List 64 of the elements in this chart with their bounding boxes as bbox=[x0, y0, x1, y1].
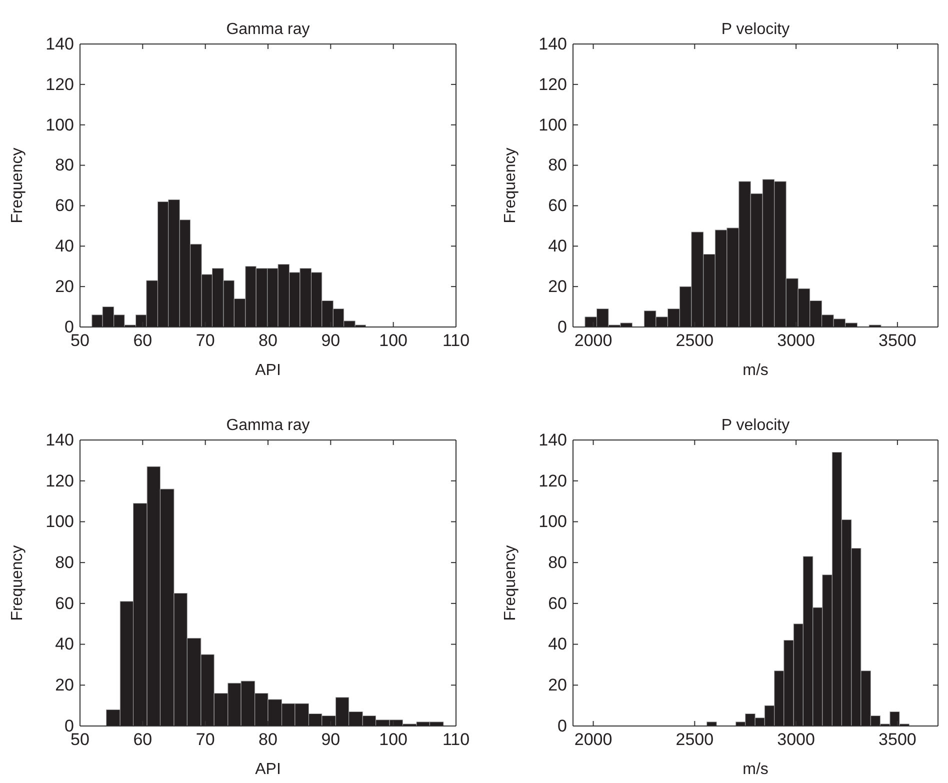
x-axis-title: API bbox=[255, 362, 281, 379]
y-tick-label: 120 bbox=[538, 74, 567, 94]
x-tick-label: 80 bbox=[258, 730, 278, 750]
x-tick-label: 3500 bbox=[878, 730, 916, 750]
x-tick-label: 60 bbox=[133, 730, 152, 750]
x-axis-title: API bbox=[255, 761, 281, 778]
x-tick-label: 2000 bbox=[574, 331, 612, 350]
y-tick-label: 100 bbox=[538, 512, 567, 532]
y-tick-label: 100 bbox=[46, 512, 74, 532]
x-tick-label: 2500 bbox=[676, 331, 714, 350]
x-axis-title: m/s bbox=[742, 761, 768, 778]
y-tick-label: 40 bbox=[55, 236, 74, 256]
y-axis-title: Frequency bbox=[502, 545, 519, 621]
x-tick-label: 100 bbox=[379, 730, 408, 750]
y-tick-label: 120 bbox=[538, 471, 567, 490]
x-tick-label: 2500 bbox=[676, 730, 714, 750]
y-tick-label: 40 bbox=[55, 634, 74, 654]
x-tick-label: 2000 bbox=[574, 730, 612, 750]
x-tick-label: 3000 bbox=[777, 331, 815, 350]
y-tick-label: 60 bbox=[548, 594, 567, 613]
x-tick-label: 60 bbox=[133, 331, 152, 350]
y-tick-label: 20 bbox=[55, 277, 74, 296]
y-tick-label: 80 bbox=[55, 553, 74, 572]
y-tick-label: 140 bbox=[538, 34, 567, 54]
y-tick-label: 140 bbox=[46, 34, 74, 54]
chart-title: P velocity bbox=[721, 417, 790, 434]
chart-title: P velocity bbox=[721, 21, 790, 38]
x-tick-label: 90 bbox=[321, 331, 340, 350]
y-tick-label: 60 bbox=[548, 196, 567, 216]
x-tick-label: 90 bbox=[321, 730, 340, 750]
x-tick-label: 110 bbox=[442, 730, 470, 750]
y-tick-label: 40 bbox=[548, 236, 567, 256]
y-tick-label: 60 bbox=[55, 196, 74, 216]
x-tick-label: 100 bbox=[379, 331, 408, 350]
y-tick-label: 80 bbox=[548, 553, 567, 572]
y-axis-title: Frequency bbox=[9, 545, 26, 621]
x-tick-label: 110 bbox=[442, 331, 470, 350]
y-tick-label: 20 bbox=[55, 676, 74, 695]
chart-title: Gamma ray bbox=[226, 21, 310, 38]
x-axis-title: m/s bbox=[742, 362, 768, 379]
y-tick-label: 20 bbox=[548, 676, 567, 695]
y-tick-label: 40 bbox=[548, 634, 567, 654]
y-axis-title: Frequency bbox=[9, 148, 26, 224]
y-tick-label: 0 bbox=[558, 317, 567, 336]
chart-title: Gamma ray bbox=[226, 417, 310, 434]
x-tick-label: 3000 bbox=[777, 730, 815, 750]
y-tick-label: 120 bbox=[46, 471, 74, 490]
y-tick-label: 140 bbox=[538, 430, 567, 450]
y-tick-label: 120 bbox=[46, 74, 74, 94]
y-tick-label: 100 bbox=[46, 115, 74, 134]
y-tick-label: 20 bbox=[548, 277, 567, 296]
y-tick-label: 80 bbox=[548, 156, 567, 175]
y-tick-label: 140 bbox=[46, 430, 74, 450]
y-tick-label: 80 bbox=[55, 156, 74, 175]
x-tick-label: 50 bbox=[70, 331, 90, 350]
y-tick-label: 0 bbox=[558, 716, 567, 736]
y-axis-title: Frequency bbox=[502, 148, 519, 224]
x-tick-label: 3500 bbox=[878, 331, 916, 350]
y-tick-label: 60 bbox=[55, 594, 74, 613]
y-tick-label: 100 bbox=[538, 115, 567, 134]
x-tick-label: 50 bbox=[70, 730, 90, 750]
x-tick-label: 70 bbox=[196, 730, 215, 750]
x-tick-label: 80 bbox=[258, 331, 278, 350]
x-tick-label: 70 bbox=[196, 331, 215, 350]
